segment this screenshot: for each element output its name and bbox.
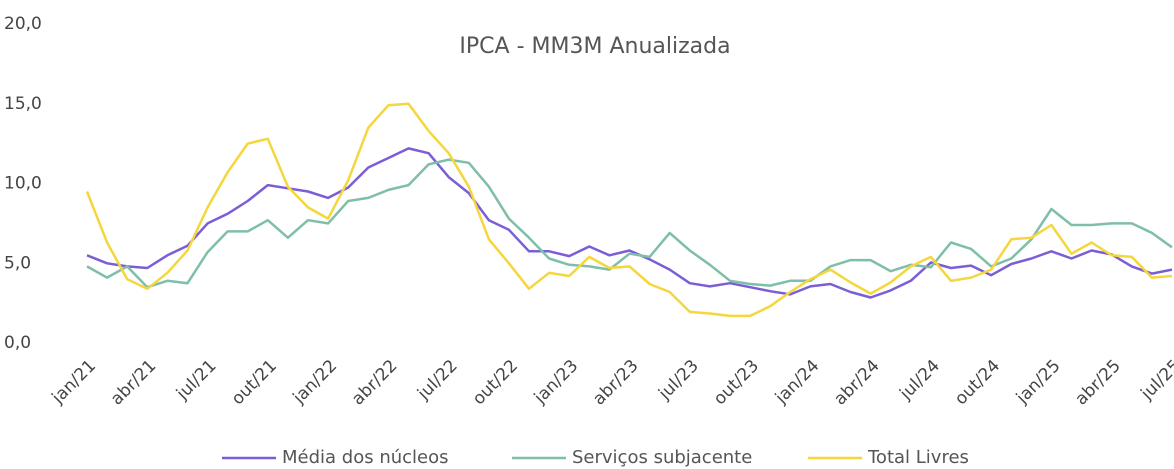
x-tick-label: abr/23 — [589, 356, 642, 409]
x-tick-label: out/21 — [228, 356, 281, 409]
x-tick-label: out/24 — [951, 356, 1004, 409]
legend-label: Serviços subjacente — [572, 447, 752, 468]
x-tick-label: jul/21 — [172, 356, 221, 405]
legend-label: Total Livres — [867, 447, 969, 468]
legend-label: Média dos núcleos — [282, 447, 449, 468]
x-tick-label: jan/22 — [289, 356, 342, 409]
x-tick-label: abr/22 — [348, 356, 401, 409]
y-tick-label: 15,0 — [4, 94, 42, 114]
x-tick-label: jul/22 — [413, 356, 462, 405]
series-line — [85, 102, 1173, 318]
y-tick-label: 20,0 — [4, 14, 42, 34]
y-tick-label: 5,0 — [4, 253, 31, 273]
x-tick-label: jan/21 — [48, 356, 101, 409]
x-tick-label: abr/21 — [107, 356, 160, 409]
x-tick-label: jul/23 — [654, 356, 703, 405]
series-line — [86, 147, 1173, 299]
chart-title: IPCA - MM3M Anualizada — [459, 34, 730, 59]
x-tick-label: jul/24 — [895, 356, 944, 405]
x-tick-label: jan/25 — [1012, 356, 1065, 409]
series-line — [86, 158, 1173, 289]
x-tick-label: abr/24 — [830, 356, 883, 409]
x-tick-label: abr/25 — [1071, 356, 1124, 409]
x-tick-label: jul/25 — [1137, 356, 1174, 405]
x-tick-label: out/23 — [710, 356, 763, 409]
x-tick-label: jan/24 — [771, 356, 824, 409]
y-tick-label: 0,0 — [4, 333, 31, 353]
x-tick-label: out/22 — [469, 356, 522, 409]
y-tick-label: 10,0 — [4, 174, 42, 194]
x-tick-label: jan/23 — [530, 356, 583, 409]
